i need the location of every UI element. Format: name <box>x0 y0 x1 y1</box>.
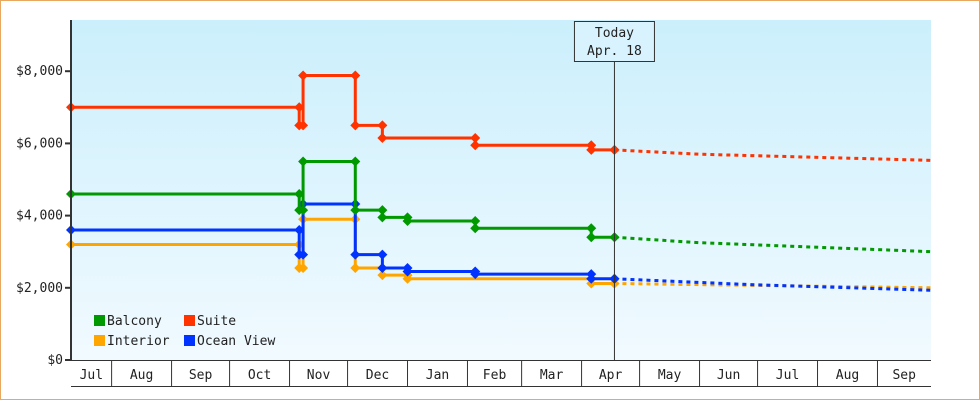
forecast-line-balcony <box>614 235 932 254</box>
data-point-suite <box>298 120 309 131</box>
x-tick-label: Jul <box>776 368 799 383</box>
data-point-balcony <box>586 223 597 234</box>
y-tick-label: $4,000 <box>16 209 63 224</box>
data-point-ocean-view <box>470 266 481 277</box>
data-point-ocean-view <box>377 262 388 273</box>
data-point-balcony <box>470 216 481 227</box>
data-point-suite <box>298 70 309 81</box>
legend-swatch-ocean-view <box>184 335 195 346</box>
x-tick-label: Mar <box>540 368 564 383</box>
data-point-interior <box>377 270 388 281</box>
data-point-ocean-view <box>294 225 305 236</box>
y-tick-label: $6,000 <box>16 136 63 151</box>
x-tick-label: Apr <box>599 368 623 383</box>
data-point-ocean-view <box>350 249 361 260</box>
data-point-ocean-view <box>586 269 597 280</box>
data-point-ocean-view <box>298 249 309 260</box>
data-point-suite <box>350 120 361 131</box>
plot-area <box>71 20 931 360</box>
forecast-line-interior <box>614 281 932 290</box>
x-tick-label: Sep <box>892 368 916 383</box>
legend-swatch-interior <box>94 335 105 346</box>
data-point-suite <box>294 102 305 113</box>
legend-label: Suite <box>197 314 236 329</box>
today-date-label: Apr. 18 <box>587 44 642 59</box>
y-tick-label: $0 <box>47 353 63 368</box>
data-point-balcony <box>298 156 309 167</box>
data-point-suite <box>470 132 481 143</box>
x-tick-label: Jan <box>426 368 449 383</box>
data-point-balcony <box>298 205 309 216</box>
x-tick-label: Jul <box>80 368 103 383</box>
data-point-balcony <box>350 156 361 167</box>
data-point-interior <box>350 262 361 273</box>
x-tick-label: Feb <box>483 368 507 383</box>
x-tick-label: Aug <box>130 368 153 383</box>
x-tick-label: Oct <box>248 368 271 383</box>
legend-swatch-suite <box>184 315 195 326</box>
data-point-interior <box>298 262 309 273</box>
legend-label: Balcony <box>107 314 162 329</box>
today-label: Today <box>595 26 634 41</box>
today-box <box>573 21 655 62</box>
data-point-ocean-view <box>402 262 413 273</box>
data-point-balcony <box>586 232 597 243</box>
x-tick-label: Nov <box>307 368 331 383</box>
data-point-balcony <box>377 212 388 223</box>
x-tick-label: Dec <box>366 368 389 383</box>
x-tick-label: Aug <box>836 368 859 383</box>
data-point-balcony <box>350 205 361 216</box>
x-tick-label: Sep <box>189 368 213 383</box>
data-point-balcony <box>294 188 305 199</box>
data-point-balcony <box>377 205 388 216</box>
data-point-suite <box>350 70 361 81</box>
data-point-balcony <box>470 223 481 234</box>
legend-label: Interior <box>107 334 170 349</box>
x-tick-label: Jun <box>717 368 740 383</box>
x-tick-label: May <box>658 368 682 383</box>
y-tick-label: $2,000 <box>16 281 63 296</box>
legend-swatch-balcony <box>94 315 105 326</box>
forecast-line-ocean-view <box>614 277 932 292</box>
legend-label: Ocean View <box>197 334 275 349</box>
data-point-suite <box>586 140 597 151</box>
data-point-suite <box>470 140 481 151</box>
data-point-suite <box>377 132 388 143</box>
data-point-balcony <box>402 212 413 223</box>
data-point-suite <box>377 120 388 131</box>
data-point-ocean-view <box>377 249 388 260</box>
y-tick-label: $8,000 <box>16 64 63 79</box>
